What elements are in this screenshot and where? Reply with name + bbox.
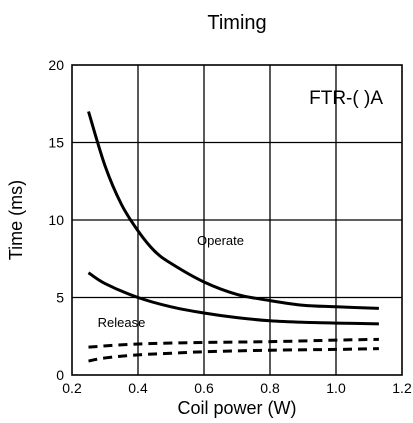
x-tick-label: 0.6 [194,380,214,396]
y-tick-label: 10 [48,212,64,228]
chart-title: Timing [207,12,266,34]
x-tick-label: 1.2 [392,380,412,396]
series-line-4 [88,347,379,363]
y-tick-labels: 0 5 10 15 20 [48,57,64,383]
model-label: FTR-( )A [309,88,383,109]
grid-lines [72,65,402,375]
plot-frame [71,64,403,376]
annotations-group: Operate Release [98,233,244,330]
y-axis-label: Time (ms) [6,180,26,260]
series-group [87,111,379,363]
series-line-1 [87,111,379,310]
y-tick-label: 0 [56,367,64,383]
y-tick-label: 20 [48,57,64,73]
series-line-3 [88,337,379,349]
x-tick-label: 1.0 [326,380,346,396]
annotation-label: Operate [197,233,244,248]
x-axis-label: Coil power (W) [177,398,296,418]
series-line-2 [87,271,379,326]
x-tick-labels: 0.2 0.4 0.6 0.8 1.0 1.2 [62,380,412,396]
x-tick-label: 0.8 [260,380,280,396]
x-tick-label: 0.2 [62,380,82,396]
y-tick-label: 15 [48,135,64,151]
x-tick-label: 0.4 [128,380,148,396]
y-tick-label: 5 [56,290,64,306]
annotation-label: Release [98,315,146,330]
